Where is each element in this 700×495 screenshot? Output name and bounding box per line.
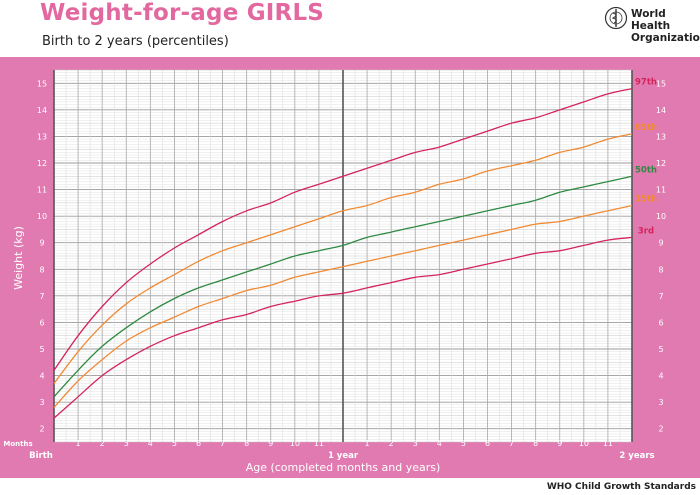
x-tick-label-year: Birth: [29, 451, 53, 461]
y-tick-label-left: 7: [39, 292, 44, 301]
x-tick-label-month: 1: [365, 439, 370, 448]
months-label: Months: [3, 440, 32, 448]
chart-title: Weight-for-age GIRLS: [40, 0, 325, 26]
x-tick-label-month: 8: [533, 439, 538, 448]
x-tick-label-month: 11: [603, 439, 613, 448]
curve-label-85th: 85th: [635, 123, 657, 133]
x-tick-label-month: 4: [148, 439, 153, 448]
x-tick-label-month: 9: [557, 439, 562, 448]
y-tick-label-left: 4: [39, 372, 44, 381]
x-axis-label: Age (completed months and years): [246, 461, 441, 474]
y-tick-label-left: 9: [39, 239, 44, 248]
x-tick-label-month: 7: [509, 439, 514, 448]
x-tick-label-month: 3: [413, 439, 418, 448]
y-tick-label-left: 3: [39, 398, 44, 407]
x-tick-label-month: 11: [314, 439, 324, 448]
x-tick-label-month: 9: [268, 439, 273, 448]
x-tick-label-month: 6: [485, 439, 490, 448]
x-tick-label-month: 2: [100, 439, 105, 448]
y-tick-label-right: 13: [656, 132, 666, 141]
x-tick-label-year: 1 year: [328, 451, 359, 461]
y-tick-label-left: 14: [37, 106, 47, 115]
y-axis-label: Weight (kg): [12, 226, 25, 290]
curve-label-15th: 15th: [635, 195, 657, 205]
org-name-line1: World Health: [631, 8, 671, 32]
x-tick-label-month: 4: [437, 439, 442, 448]
y-tick-label-right: 7: [658, 292, 663, 301]
y-tick-label-left: 6: [39, 318, 44, 327]
y-tick-label-right: 14: [656, 106, 666, 115]
curve-97th: [53, 87, 633, 371]
y-tick-label-right: 4: [658, 372, 663, 381]
y-tick-label-right: 15: [656, 79, 666, 88]
y-tick-label-left: 11: [37, 186, 47, 195]
x-tick-label-year: 2 years: [619, 451, 654, 461]
y-tick-label-right: 8: [658, 265, 663, 274]
y-tick-label-left: 5: [39, 345, 44, 354]
curve-label-97th: 97th: [635, 78, 657, 88]
who-emblem-icon: [604, 6, 628, 30]
y-tick-label-left: 13: [37, 132, 47, 141]
x-tick-label-month: 5: [172, 439, 177, 448]
y-tick-label-right: 3: [658, 398, 663, 407]
y-tick-label-right: 2: [658, 425, 663, 434]
curve-3rd: [53, 236, 633, 419]
y-tick-label-right: 11: [656, 186, 666, 195]
org-name-line2: Organization: [631, 32, 700, 44]
y-tick-label-right: 10: [656, 212, 666, 221]
x-tick-label-month: 5: [461, 439, 466, 448]
y-tick-label-right: 6: [658, 318, 663, 327]
x-tick-label-month: 8: [244, 439, 249, 448]
chart-subtitle: Birth to 2 years (percentiles): [42, 34, 229, 49]
x-tick-label-month: 2: [389, 439, 394, 448]
footer-source: WHO Child Growth Standards: [546, 482, 696, 492]
y-tick-label-right: 12: [656, 159, 666, 168]
y-tick-label-right: 5: [658, 345, 663, 354]
x-tick-label-month: 3: [124, 439, 129, 448]
x-tick-label-month: 10: [579, 439, 589, 448]
curve-label-3rd: 3rd: [638, 226, 654, 236]
x-tick-label-month: 1: [76, 439, 81, 448]
x-tick-label-month: 6: [196, 439, 201, 448]
curve-85th: [53, 133, 633, 384]
y-tick-label-right: 9: [658, 239, 663, 248]
y-tick-label-left: 8: [39, 265, 44, 274]
curve-15th: [53, 204, 633, 408]
y-tick-label-left: 10: [37, 212, 47, 221]
y-tick-label-left: 2: [39, 425, 44, 434]
x-tick-label-month: 7: [220, 439, 225, 448]
y-tick-label-left: 15: [37, 79, 47, 88]
organization-name: World Health Organization: [631, 8, 700, 44]
curve-50th: [53, 175, 633, 398]
x-tick-label-month: 10: [290, 439, 300, 448]
y-tick-label-left: 12: [37, 159, 47, 168]
curve-label-50th: 50th: [635, 165, 657, 175]
